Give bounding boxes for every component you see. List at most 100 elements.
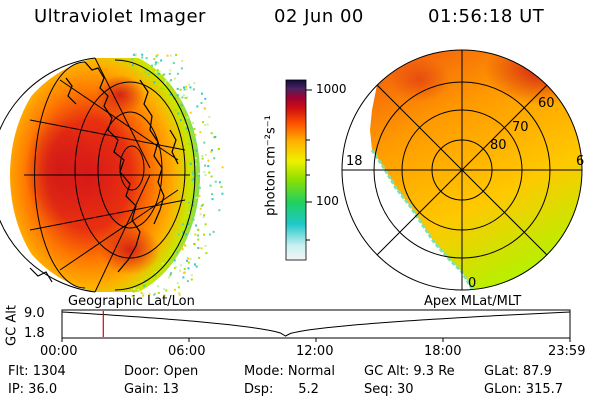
speckle-dot — [132, 290, 135, 293]
speckle-dot — [183, 88, 186, 91]
speckle-dot — [210, 150, 213, 153]
speckle-dot — [214, 180, 217, 183]
orbit-altitude-timeline — [61, 309, 571, 342]
mlt-label-18: 18 — [346, 154, 363, 169]
speckle-dot — [131, 294, 134, 297]
polar-grid — [341, 49, 583, 291]
speckle-dot — [169, 54, 172, 57]
speckle-dot — [197, 238, 200, 241]
speckle-dot — [177, 286, 180, 289]
speckle-dot — [163, 82, 166, 85]
speckle-dot — [198, 186, 201, 189]
speckle-dot — [179, 264, 182, 267]
mlt-label-6: 6 — [576, 154, 585, 169]
speckle-dot — [189, 111, 192, 114]
speckle-dot — [165, 80, 168, 82]
speckle-dot — [194, 157, 197, 160]
speckle-dot — [192, 88, 195, 91]
speckle-dot — [168, 80, 171, 83]
observation-time: 01:56:18 UT — [428, 6, 545, 27]
speckle-dot — [173, 259, 176, 262]
colorbar-tick-1000: 1000 — [316, 82, 347, 96]
speckle-dot — [189, 162, 192, 165]
speckle-dot — [197, 181, 200, 184]
speckle-dot — [163, 73, 166, 76]
speckle-dot — [145, 57, 148, 60]
speckle-dot — [201, 203, 204, 206]
speckle-dot — [179, 269, 181, 272]
speckle-dot — [187, 222, 190, 225]
speckle-dot — [174, 266, 177, 269]
mlt-label-0: 0 — [468, 276, 477, 291]
timeline-y-top: 9.0 — [24, 306, 45, 321]
speckle-dot — [203, 214, 206, 217]
speckle-dot — [183, 243, 185, 246]
speckle-dot — [204, 174, 207, 176]
speckle-dot — [203, 233, 205, 236]
status-flight: Flt: 1304 — [8, 364, 66, 379]
speckle-dot — [214, 136, 217, 138]
speckle-dot — [212, 230, 215, 233]
timeline-right-caption: Apex MLat/MLT — [424, 294, 522, 309]
speckle-dot — [184, 244, 187, 247]
speckle-dot — [184, 97, 187, 99]
speckle-dot — [221, 166, 224, 169]
speckle-dot — [194, 139, 197, 142]
instrument-title: Ultraviolet Imager — [34, 6, 206, 27]
colorbar-unit-label: photon cm⁻²s⁻¹ — [263, 115, 279, 216]
timeline-axis-label: GC Alt — [4, 305, 20, 346]
speckle-dot — [197, 228, 200, 231]
speckle-dot — [160, 82, 163, 85]
speckle-dot — [198, 256, 201, 259]
speckle-dot — [200, 247, 203, 250]
speckle-dot — [158, 70, 161, 73]
speckle-dot — [193, 82, 196, 85]
speckle-dot — [207, 165, 210, 168]
speckle-dot — [206, 123, 209, 126]
speckle-dot — [192, 169, 195, 172]
speckle-dot — [170, 272, 173, 275]
timeline-tick-label: 12:00 — [296, 344, 334, 359]
speckle-dot — [166, 54, 169, 57]
speckle-dot — [133, 287, 136, 290]
speckle-dot — [210, 175, 213, 178]
speckle-dot — [178, 233, 181, 236]
speckle-dot — [155, 271, 158, 274]
speckle-dot — [218, 181, 221, 184]
timeline-tick-label: 23:59 — [548, 344, 586, 359]
speckle-dot — [198, 194, 201, 197]
speckle-dot — [177, 112, 180, 115]
speckle-dot — [201, 155, 204, 157]
speckle-dot — [131, 58, 134, 61]
speckle-dot — [183, 271, 186, 274]
status-gain: Gain: 13 — [124, 382, 179, 397]
speckle-dot — [198, 172, 200, 175]
speckle-dot — [200, 204, 203, 207]
speckle-dot — [141, 56, 144, 59]
speckle-dot — [194, 163, 197, 166]
speckle-dot — [179, 119, 182, 122]
speckle-dot — [169, 93, 172, 96]
speckle-dot — [192, 171, 195, 174]
speckle-dot — [160, 87, 163, 90]
speckle-dot — [173, 288, 176, 291]
speckle-dot — [211, 149, 213, 152]
status-dsp: Dsp: 5.2 — [244, 382, 319, 397]
speckle-dot — [204, 107, 207, 110]
speckle-dot — [185, 88, 188, 91]
speckle-dot — [196, 105, 199, 108]
speckle-dot — [197, 247, 200, 249]
speckle-dot — [142, 293, 145, 296]
speckle-dot — [195, 224, 198, 227]
speckle-dot — [211, 198, 214, 201]
speckle-dot — [170, 79, 173, 82]
speckle-dot — [203, 171, 206, 174]
speckle-dot — [204, 153, 207, 156]
speckle-dot — [185, 233, 188, 236]
altitude-curve — [61, 311, 571, 337]
timeline-tick-label: 06:00 — [168, 344, 206, 359]
speckle-dot — [204, 244, 207, 247]
speckle-dot — [190, 211, 193, 214]
speckle-dot — [186, 96, 189, 99]
speckle-dot — [174, 109, 177, 112]
